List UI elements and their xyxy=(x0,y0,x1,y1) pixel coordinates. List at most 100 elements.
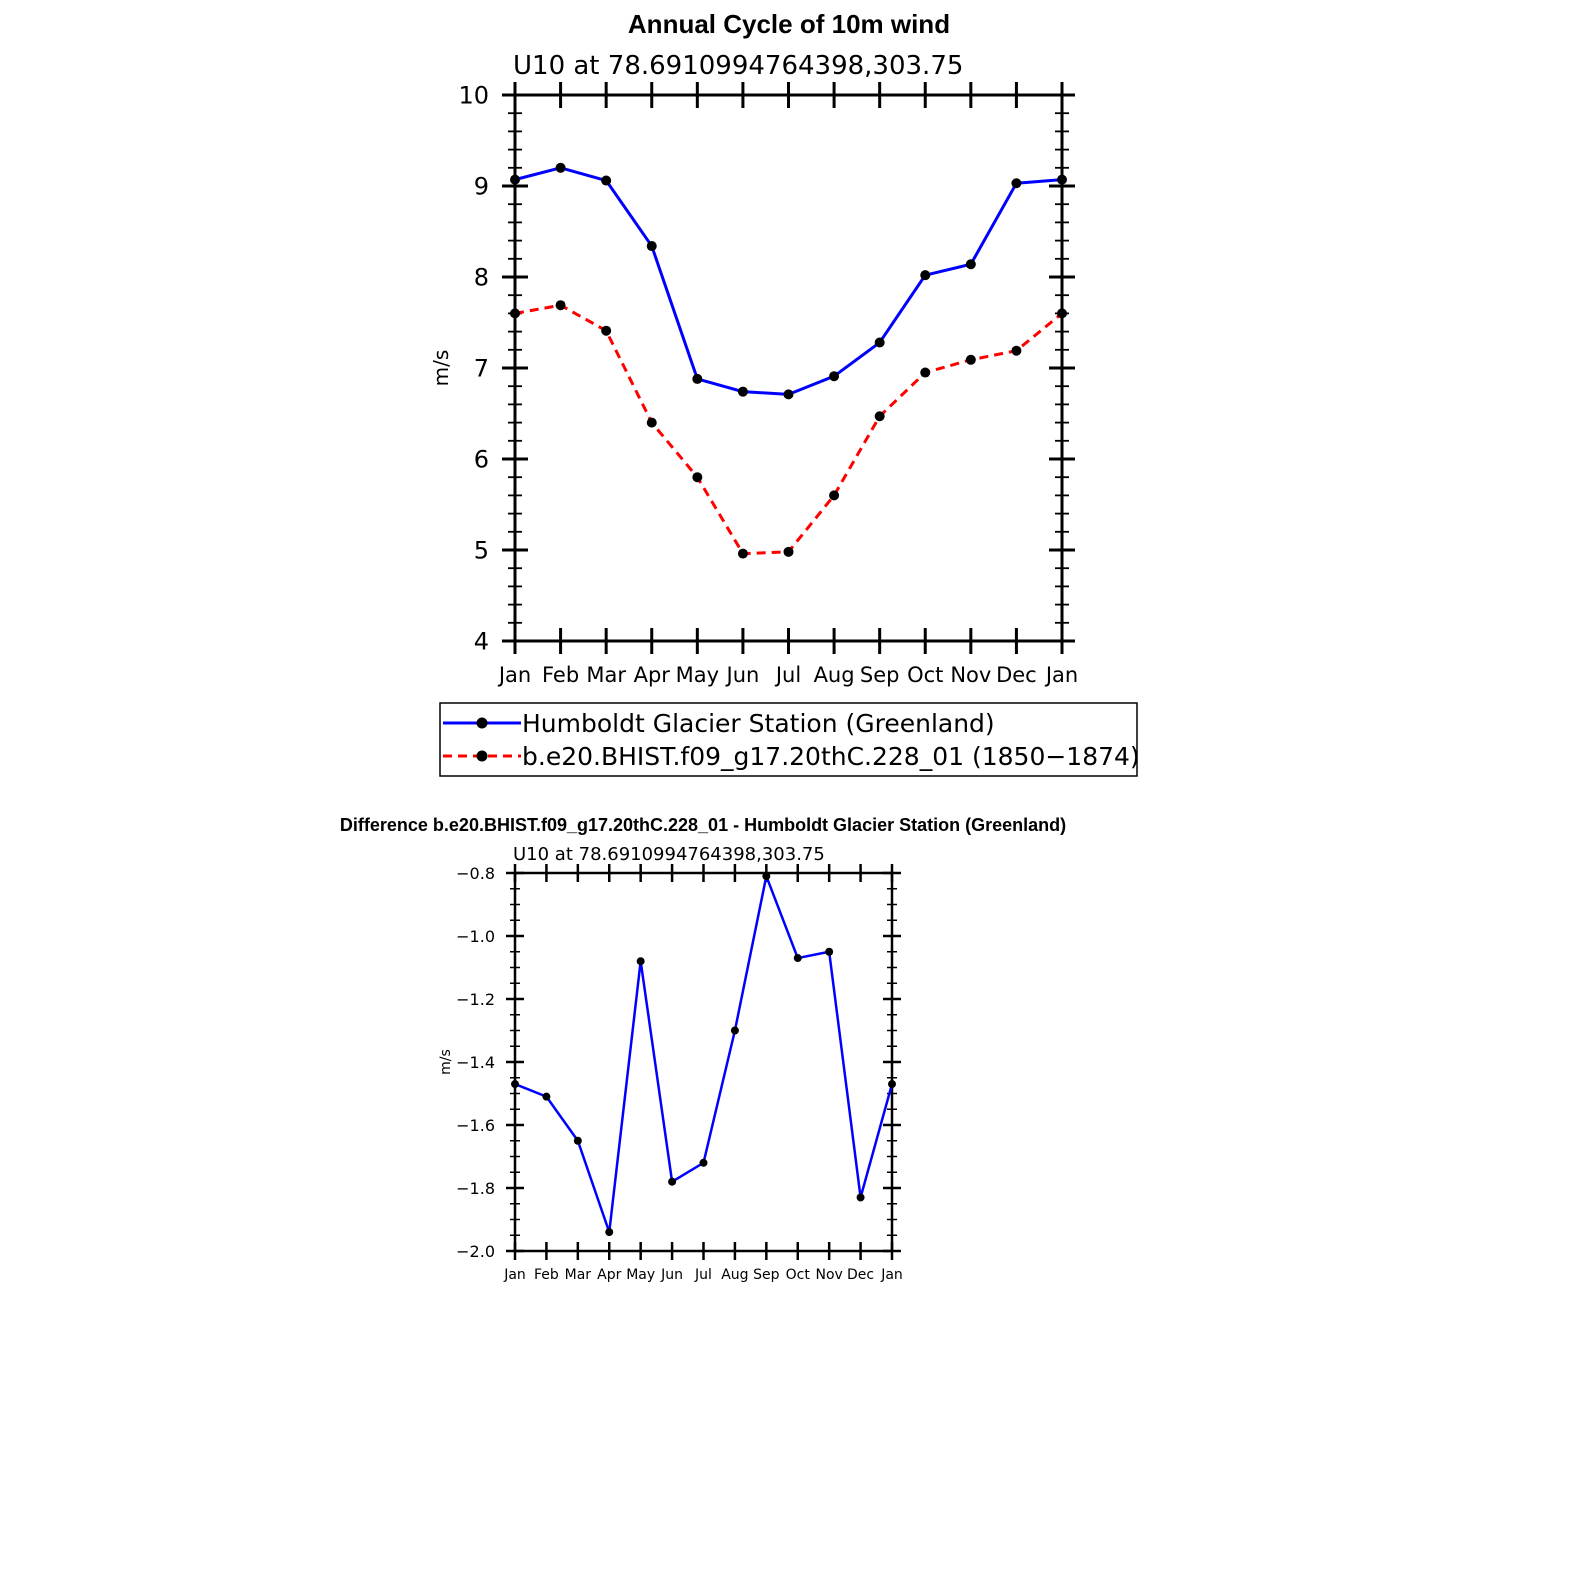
y-tick-label: −1.0 xyxy=(456,927,495,946)
x-tick-label: Apr xyxy=(597,1267,621,1283)
y-tick-label: 9 xyxy=(474,173,489,201)
chart1-legend: Humboldt Glacier Station (Greenland) b.e… xyxy=(439,702,1140,777)
x-tick-label: Jun xyxy=(660,1267,683,1283)
y-tick-label: 6 xyxy=(474,446,489,474)
series-1-point xyxy=(636,957,645,966)
series-1-point xyxy=(510,174,520,185)
series-1-point xyxy=(829,371,840,382)
chart2-subtitle: U10 at 78.6910994764398,303.75 xyxy=(513,844,825,865)
chart2-series xyxy=(511,872,896,1237)
x-tick-label: Jan xyxy=(1044,663,1078,687)
x-tick-label: May xyxy=(676,663,719,687)
chart2-xtick-labels: Jan Feb Mar Apr May Jun Jul Aug Sep Oct Nov Dec Jan xyxy=(503,1267,903,1283)
x-tick-label: Nov xyxy=(816,1267,843,1283)
series-2-point xyxy=(601,325,612,336)
series-1-point xyxy=(1011,178,1022,189)
series-line-1 xyxy=(514,874,894,1234)
series-1-point xyxy=(605,1228,614,1237)
series-2-point xyxy=(555,300,566,311)
series-1-point xyxy=(555,162,566,173)
series-2-point xyxy=(829,490,840,501)
x-tick-label: Dec xyxy=(996,663,1037,687)
series-2-point xyxy=(692,472,703,483)
y-tick-label: 7 xyxy=(474,355,489,383)
x-tick-label: Feb xyxy=(534,1267,559,1283)
series-1-point xyxy=(646,241,657,252)
x-tick-label: Feb xyxy=(542,663,579,687)
series-line-1 xyxy=(514,166,1063,396)
x-tick-label: Sep xyxy=(753,1267,780,1283)
series-1-point xyxy=(601,175,612,186)
y-tick-label: −1.4 xyxy=(456,1053,495,1072)
series-2-point xyxy=(646,417,657,428)
y-tick-label: 4 xyxy=(474,628,489,656)
series-1-point xyxy=(762,872,771,881)
x-tick-label: May xyxy=(626,1267,655,1283)
series-1-point xyxy=(511,1080,519,1089)
series-1-point xyxy=(737,386,748,397)
x-tick-label: Oct xyxy=(907,663,943,687)
chart2-ytick-labels: −2.0 −1.8 −1.6 −1.4 −1.2 −1.0 −0.8 xyxy=(456,864,495,1261)
series-1-point xyxy=(1057,174,1067,185)
y-tick-label: −1.2 xyxy=(456,990,495,1009)
series-1-point xyxy=(888,1080,896,1089)
series-2-point xyxy=(783,546,794,557)
x-tick-label: Dec xyxy=(847,1267,874,1283)
difference-chart: Difference b.e20.BHIST.f09_g17.20thC.228… xyxy=(340,815,1066,1283)
series-1-point xyxy=(668,1177,677,1186)
series-1-point xyxy=(874,337,885,348)
series-2-point xyxy=(965,354,976,365)
chart1-subtitle: U10 at 78.6910994764398,303.75 xyxy=(513,51,963,81)
x-tick-label: Mar xyxy=(565,1267,592,1283)
series-1-point xyxy=(692,373,703,384)
legend-box xyxy=(439,702,1138,777)
series-2-point xyxy=(510,308,520,319)
y-tick-label: −0.8 xyxy=(456,864,495,883)
x-tick-label: Nov xyxy=(950,663,991,687)
x-tick-label: Aug xyxy=(814,663,855,687)
series-1-point xyxy=(856,1193,865,1202)
series-1-point xyxy=(573,1136,582,1145)
series-1-point xyxy=(699,1158,708,1167)
legend-marker-series-1 xyxy=(476,717,488,729)
x-tick-label: Jul xyxy=(774,663,801,687)
chart1-xtick-labels: Jan Feb Mar Apr May Jun Jul Aug Sep Oct Nov Dec Jan xyxy=(497,663,1078,687)
x-tick-label: Sep xyxy=(860,663,900,687)
legend-marker-series-2 xyxy=(476,750,488,762)
chart2-plot-frame xyxy=(513,871,894,1253)
series-2-point xyxy=(920,367,931,378)
chart1-ytick-labels: 4 5 6 7 8 9 10 xyxy=(458,82,489,656)
chart2-ticks xyxy=(506,864,901,1260)
chart2-ylabel: m/s xyxy=(438,1049,454,1075)
legend-label-series-2: b.e20.BHIST.f09_g17.20thC.228_01 (1850−1… xyxy=(522,742,1140,771)
chart1-series xyxy=(510,162,1067,559)
x-tick-label: Apr xyxy=(634,663,671,687)
chart1-ylabel: m/s xyxy=(429,350,453,387)
series-1-point xyxy=(793,954,802,963)
chart1-ticks xyxy=(502,82,1075,654)
series-2-point xyxy=(874,411,885,422)
series-2-point xyxy=(737,548,748,559)
series-1-point xyxy=(542,1092,551,1101)
x-tick-label: Jan xyxy=(880,1267,903,1283)
series-2-point xyxy=(1011,345,1022,356)
legend-label-series-1: Humboldt Glacier Station (Greenland) xyxy=(522,709,995,738)
series-1-point xyxy=(920,270,931,281)
y-tick-label: −1.6 xyxy=(456,1116,495,1135)
chart2-title: Difference b.e20.BHIST.f09_g17.20thC.228… xyxy=(340,815,1066,835)
y-tick-label: 8 xyxy=(474,264,489,292)
chart1-title: Annual Cycle of 10m wind xyxy=(628,9,950,39)
x-tick-label: Mar xyxy=(586,663,626,687)
x-tick-label: Oct xyxy=(786,1267,811,1283)
x-tick-label: Jun xyxy=(725,663,760,687)
series-line-2 xyxy=(514,303,1063,556)
series-1-point xyxy=(825,947,834,956)
annual-cycle-chart: Annual Cycle of 10m wind U10 at 78.69109… xyxy=(429,9,1140,777)
y-tick-label: 5 xyxy=(474,537,489,565)
x-tick-label: Jul xyxy=(694,1267,712,1283)
y-tick-label: 10 xyxy=(458,82,489,110)
series-1-point xyxy=(965,259,976,270)
x-tick-label: Jan xyxy=(503,1267,526,1283)
y-tick-label: −2.0 xyxy=(456,1242,495,1261)
